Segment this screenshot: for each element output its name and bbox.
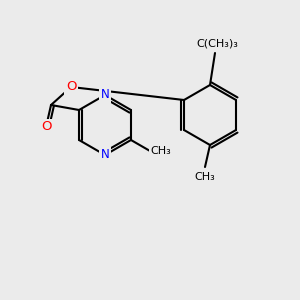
Text: C(CH₃)₃: C(CH₃)₃ xyxy=(196,38,238,48)
Text: N: N xyxy=(100,88,109,101)
Text: O: O xyxy=(41,121,51,134)
Text: O: O xyxy=(66,80,76,94)
Text: CH₃: CH₃ xyxy=(150,146,171,156)
Text: CH₃: CH₃ xyxy=(195,172,215,182)
Text: N: N xyxy=(100,148,109,161)
